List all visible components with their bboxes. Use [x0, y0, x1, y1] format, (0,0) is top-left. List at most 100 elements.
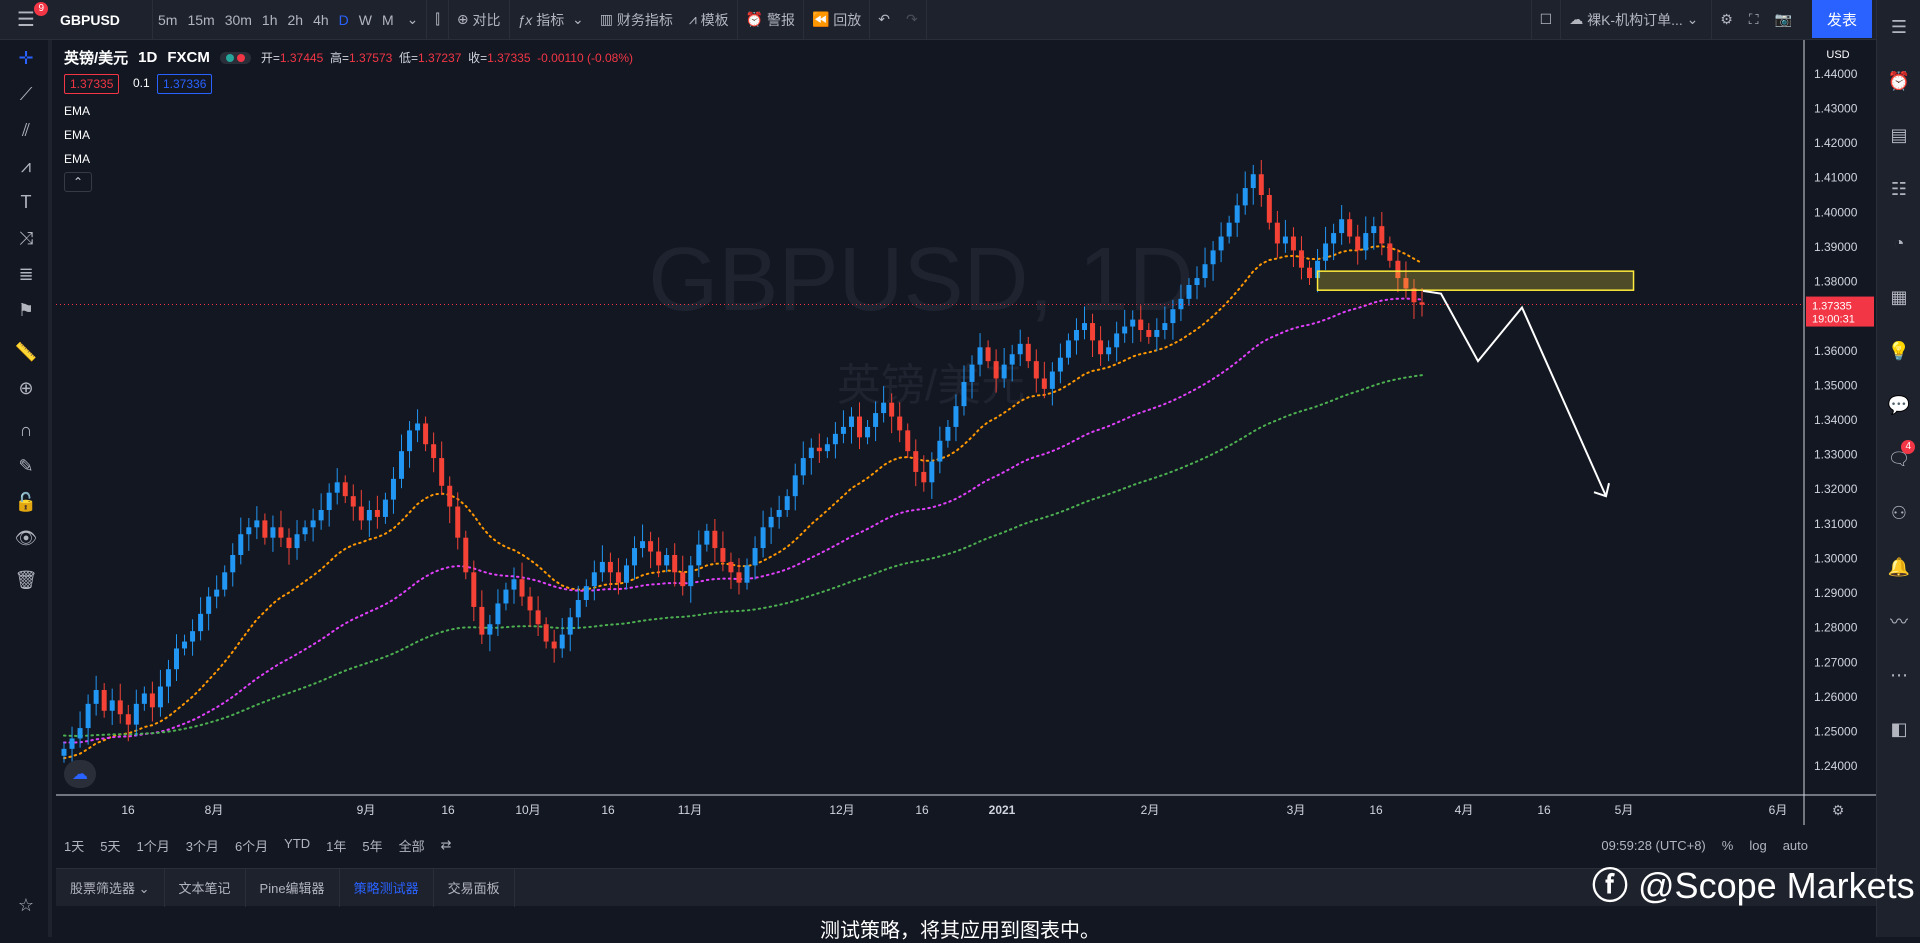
bottom-tab-3[interactable]: 策略测试器: [340, 868, 434, 907]
redo-icon: ↷: [906, 11, 918, 27]
currency-label[interactable]: USD: [1826, 49, 1849, 61]
auto-toggle[interactable]: auto: [1782, 837, 1808, 853]
interval-W[interactable]: W: [358, 11, 372, 28]
flag-icon[interactable]: ⚑: [17, 299, 35, 320]
range-button-6[interactable]: 1年: [326, 838, 347, 854]
interval-30m[interactable]: 30m: [224, 11, 252, 28]
range-button-4[interactable]: 6个月: [234, 838, 269, 854]
ema-indicator-2[interactable]: EMA: [64, 128, 91, 142]
percent-toggle[interactable]: %: [1721, 837, 1734, 853]
ruler-icon[interactable]: 📏: [14, 341, 38, 362]
templates-button[interactable]: ⩘ 模板: [688, 11, 729, 28]
alarm-icon[interactable]: ⏰: [1887, 70, 1911, 91]
symbol-search[interactable]: GBPUSD: [60, 11, 120, 28]
candle-body: [615, 572, 621, 583]
settings-button[interactable]: ⚙: [1712, 0, 1741, 40]
watchlist-icon[interactable]: ☰: [1890, 16, 1908, 37]
range-button-1[interactable]: 5天: [100, 838, 121, 854]
stack-icon[interactable]: ◧: [1890, 718, 1908, 739]
bell-icon[interactable]: 🔔: [1887, 556, 1911, 577]
market-status-dots[interactable]: [219, 51, 251, 64]
bulb-icon[interactable]: 💡: [1887, 340, 1911, 361]
pencil-lock-icon[interactable]: ✎: [18, 455, 34, 476]
undo-button[interactable]: ↶: [870, 0, 898, 40]
interval-2h[interactable]: 2h: [287, 11, 304, 28]
interval-1h[interactable]: 1h: [261, 11, 278, 28]
legend-symbol-name[interactable]: 英镑/美元: [64, 50, 129, 67]
interval-M[interactable]: M: [382, 11, 394, 28]
bottom-tab-0[interactable]: 股票筛选器 ⌄: [56, 868, 165, 907]
layout-name-button[interactable]: ☁ 裸K-机构订单... ⌄: [1569, 11, 1699, 28]
range-button-3[interactable]: 3个月: [185, 838, 219, 854]
star-icon[interactable]: ☆: [17, 894, 35, 915]
range-button-8[interactable]: 全部: [398, 838, 425, 854]
lock-icon[interactable]: 🔓: [14, 491, 38, 512]
chart-type-button[interactable]: ⫿: [427, 0, 447, 40]
timer-icon[interactable]: ◔: [1893, 232, 1905, 253]
bottom-tab-2[interactable]: Pine编辑器: [246, 868, 340, 907]
fullscreen-button[interactable]: ⛶: [1741, 0, 1767, 40]
publish-button[interactable]: 发表: [1812, 0, 1872, 38]
candle-body: [985, 347, 991, 362]
financials-button[interactable]: ▥ 财务指标: [599, 11, 673, 28]
range-button-0[interactable]: 1天: [64, 838, 85, 854]
collapse-legend-button[interactable]: ⌃: [64, 172, 92, 192]
range-button-2[interactable]: 1个月: [136, 838, 170, 854]
range-button-5[interactable]: YTD: [284, 835, 311, 851]
prediction-tool-icon[interactable]: ⤨: [18, 227, 34, 248]
sell-price-box[interactable]: 1.37335: [64, 74, 120, 94]
alarm-clock-icon: ⏰: [745, 11, 767, 27]
calendar-icon[interactable]: ▦: [1890, 286, 1908, 307]
interval-dropdown-icon[interactable]: ⌄: [406, 11, 419, 27]
compare-button[interactable]: ⊕ 对比: [456, 11, 501, 28]
log-toggle[interactable]: log: [1749, 837, 1767, 853]
interval-5m[interactable]: 5m: [158, 11, 178, 28]
measure-tool-icon[interactable]: ≣: [18, 263, 34, 284]
interval-4h[interactable]: 4h: [313, 11, 329, 28]
range-button-7[interactable]: 5年: [362, 838, 383, 854]
buy-price-box[interactable]: 1.37336: [157, 74, 213, 94]
alerts-button[interactable]: ⏰ 警报: [745, 11, 795, 28]
news-icon[interactable]: ▤: [1890, 124, 1908, 145]
clock-display[interactable]: 09:59:28 (UTC+8): [1601, 837, 1706, 853]
trend-icon[interactable]: 〰: [1890, 612, 1908, 632]
snapshot-button[interactable]: 📷: [1767, 0, 1800, 40]
bottom-tab-1[interactable]: 文本笔记: [165, 868, 246, 907]
eye-icon[interactable]: 👁: [14, 527, 38, 548]
replay-button[interactable]: ⏪ 回放: [811, 11, 862, 28]
ema-indicator-3[interactable]: EMA: [64, 152, 91, 166]
crosshair-icon[interactable]: ✛: [18, 47, 34, 68]
highlight-zone-rectangle[interactable]: [1316, 270, 1635, 291]
fib-tool-icon[interactable]: ⫽: [21, 119, 31, 140]
price-chart[interactable]: GBPUSD, 1D 英镑/美元 USD 1.44000 1.43000 1.4200…: [56, 40, 1876, 825]
candle-body: [69, 738, 75, 749]
indicators-button[interactable]: ƒx 指标 ⌄: [517, 11, 584, 28]
zoom-icon[interactable]: ⊕: [18, 377, 34, 398]
candle-body: [1347, 219, 1353, 237]
chat-icon[interactable]: 💬: [1887, 394, 1911, 415]
layout-square-button[interactable]: ☐: [1532, 0, 1561, 40]
axis-settings-icon[interactable]: ⚙: [1832, 802, 1845, 818]
interval-15m[interactable]: 15m: [187, 11, 215, 28]
calendar-list-icon[interactable]: ☷: [1890, 178, 1908, 199]
redo-button[interactable]: ↷: [898, 0, 926, 40]
ruler-dots-icon[interactable]: ⋯: [1890, 664, 1908, 685]
interval-D[interactable]: D: [338, 11, 349, 28]
pattern-tool-icon[interactable]: ⩘: [20, 155, 32, 176]
ideas-icon[interactable]: ⚇: [1890, 502, 1908, 523]
text-tool-icon[interactable]: T: [20, 191, 32, 212]
trend-line-icon[interactable]: ⟋: [19, 83, 33, 104]
price-axis[interactable]: [1804, 40, 1876, 825]
main-menu-button[interactable]: ☰ 9: [0, 0, 52, 40]
notifications-icon[interactable]: 🗨 4: [1877, 432, 1920, 486]
projection-path[interactable]: [1422, 289, 1607, 497]
trash-icon[interactable]: 🗑: [14, 569, 38, 590]
tradingview-logo[interactable]: ☁: [64, 760, 96, 788]
candle-body: [1379, 226, 1385, 244]
magnet-icon[interactable]: ∩: [19, 419, 33, 440]
goto-date-icon[interactable]: ⇄: [440, 837, 452, 852]
bottom-tab-4[interactable]: 交易面板: [434, 868, 515, 907]
candle-body: [1411, 288, 1417, 303]
ema-indicator-1[interactable]: EMA: [64, 104, 91, 118]
x-tick-label: 8月: [205, 803, 224, 817]
